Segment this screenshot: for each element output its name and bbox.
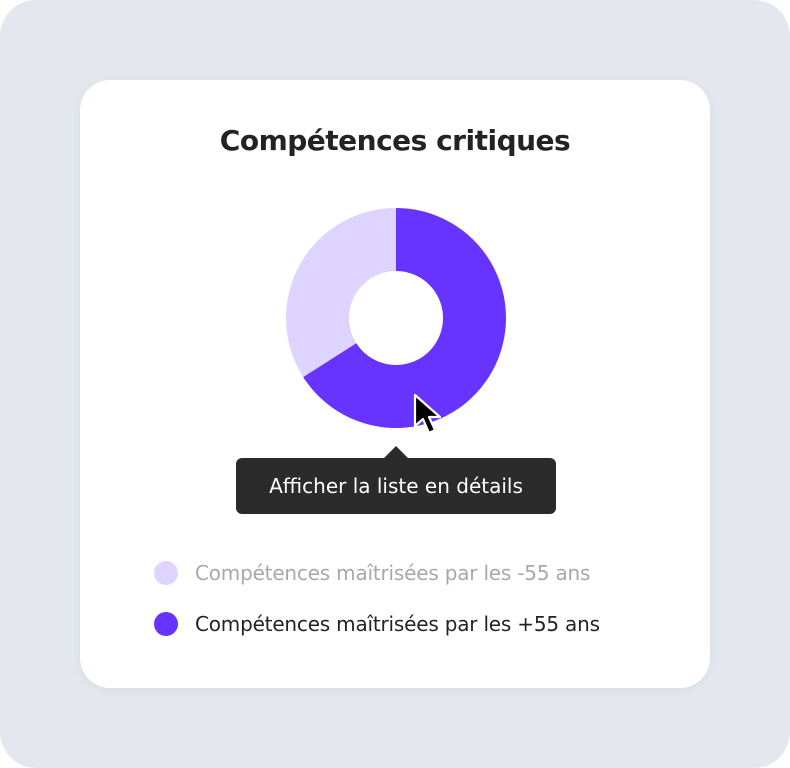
tooltip-arrow	[384, 446, 408, 458]
legend-label-under-55: Compétences maîtrisées par les -55 ans	[195, 561, 591, 585]
legend-label-over-55: Compétences maîtrisées par les +55 ans	[195, 612, 600, 636]
donut-slice-under-55[interactable]	[286, 208, 396, 377]
donut-slice-over-55[interactable]	[303, 208, 507, 429]
arrow-cursor-icon	[413, 393, 442, 435]
legend-item-over-55[interactable]: Compétences maîtrisées par les +55 ans	[154, 607, 600, 641]
chart-card: Compétences critiques Afficher la liste …	[80, 80, 710, 688]
donut-chart[interactable]	[80, 80, 710, 450]
legend-item-under-55[interactable]: Compétences maîtrisées par les -55 ans	[154, 556, 600, 590]
legend-swatch-over-55	[154, 612, 178, 636]
chart-title: Compétences critiques	[219, 124, 571, 157]
tooltip: Afficher la liste en détails	[236, 458, 556, 514]
legend: Compétences maîtrisées par les -55 ans C…	[154, 556, 600, 658]
legend-swatch-under-55	[154, 561, 178, 585]
